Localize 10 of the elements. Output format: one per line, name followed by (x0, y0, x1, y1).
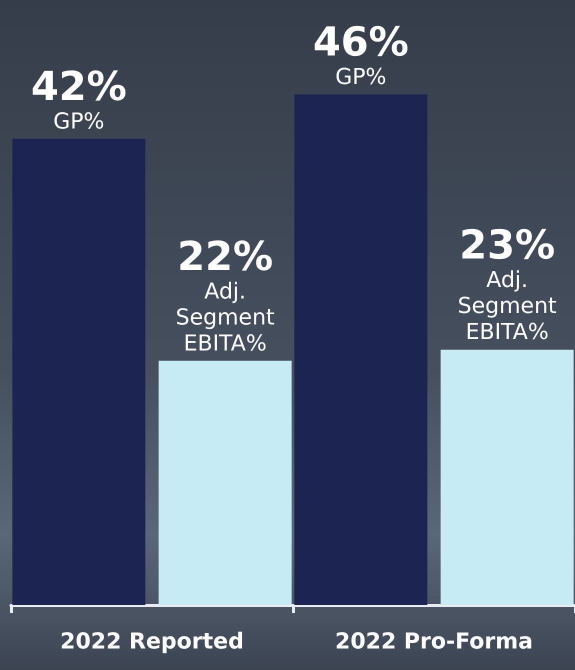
series-label: GP% (53, 109, 104, 134)
data-label: 42% (30, 64, 127, 110)
data-label: 22% (177, 234, 274, 280)
data-label: 23% (459, 222, 556, 269)
x-tick-label: 2022 Pro-Forma (335, 630, 533, 654)
text: Adj. Segment EBITA% (458, 268, 557, 346)
series-label: Adj. Segment EBITA% (176, 279, 276, 356)
data-label: 46% (312, 19, 409, 66)
x-tick-label: 2022 Reported (60, 630, 244, 654)
text: GP% (335, 64, 386, 90)
